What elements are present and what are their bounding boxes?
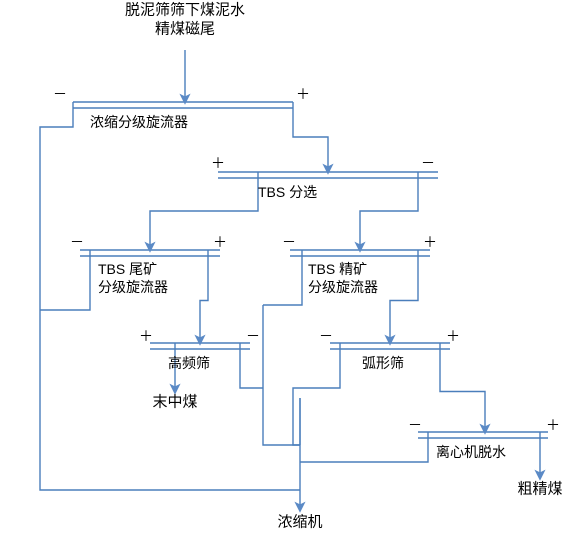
out-cujingmei: 粗精煤 xyxy=(517,481,562,500)
label-input-top: 脱泥筛筛下煤泥水 精煤磁尾 xyxy=(125,1,245,39)
box7-label: 离心机脱水 xyxy=(436,443,506,461)
out-mozhongmei: 末中煤 xyxy=(152,394,197,413)
out-nongsuoji: 浓缩机 xyxy=(277,514,322,533)
sign-b5-minus: － xyxy=(246,326,260,346)
box1-label: 浓缩分级旋流器 xyxy=(90,113,188,131)
sign-b7-minus: － xyxy=(408,415,422,435)
sign-b1-plus: ＋ xyxy=(296,84,310,104)
sign-b5-plus: ＋ xyxy=(139,326,153,346)
sign-b6-minus: － xyxy=(319,326,333,346)
sign-b3-minus: － xyxy=(70,232,84,252)
box5-label: 高频筛 xyxy=(168,354,210,372)
sign-b1-minus: － xyxy=(53,84,67,104)
box6-label: 弧形筛 xyxy=(362,354,404,372)
box2-label: TBS 分选 xyxy=(258,183,317,201)
sign-b2-plus: ＋ xyxy=(211,153,225,173)
sign-b7-plus: ＋ xyxy=(546,415,560,435)
box3-label: TBS 尾矿分级旋流器 xyxy=(98,260,168,296)
box4-label: TBS 精矿分级旋流器 xyxy=(308,260,378,296)
sign-b2-minus: － xyxy=(421,153,435,173)
sign-b4-minus: － xyxy=(282,232,296,252)
sign-b4-plus: ＋ xyxy=(423,232,437,252)
sign-b6-plus: ＋ xyxy=(446,326,460,346)
sign-b3-plus: ＋ xyxy=(213,232,227,252)
